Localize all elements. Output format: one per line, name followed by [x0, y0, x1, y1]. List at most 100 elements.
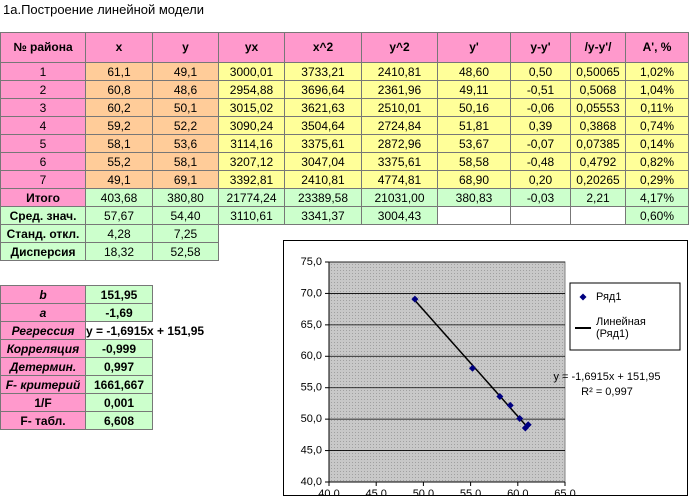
cell: 0,20265 — [570, 170, 626, 189]
cell: -0,51 — [510, 80, 571, 99]
cell: x — [85, 32, 153, 63]
x-tick-label: 55,0 — [460, 488, 481, 496]
cell: 0,39 — [510, 116, 571, 135]
header-row: № района x y yx x^2 y^2 y' y-y'/y-y'/A', % — [0, 32, 689, 63]
cell: 2872,96 — [361, 134, 438, 153]
cell: 1661,667 — [85, 375, 153, 394]
cell: 0,997 — [85, 357, 153, 376]
row: 4 59,2 52,2 3090,24 3504,64 2724,84 51,81 0,39 0… — [0, 116, 689, 135]
cell: -0,07 — [510, 134, 571, 153]
stat-row: F- табл. 6,608 — [0, 411, 153, 430]
cell: -0,999 — [85, 339, 153, 358]
cell: 3047,04 — [284, 152, 362, 171]
cell: -0,03 — [510, 188, 571, 207]
stat-row: b 151,95 — [0, 285, 153, 304]
point — [506, 401, 514, 409]
point — [411, 295, 419, 303]
y-tick-label: 70,0 — [301, 287, 322, 299]
cell: 50,16 — [437, 98, 511, 117]
cell: -0,06 — [510, 98, 571, 117]
x-tick-label: 60,0 — [507, 488, 528, 496]
cell: 0,82% — [625, 152, 689, 171]
cell: 1,04% — [625, 80, 689, 99]
cell: 7 — [0, 170, 86, 189]
cell: Дисперсия — [0, 242, 86, 261]
stats-table: b 151,95 a -1,69 Регрессия y = -1,6915x + 151… — [0, 285, 204, 430]
cell: Корреляция — [0, 339, 86, 358]
legend-label: Ряд1 — [596, 291, 621, 303]
x-tick-label: 40,0 — [318, 488, 339, 496]
cell: F- табл. — [0, 411, 86, 430]
legend-label: Линейная (Ряд1) — [596, 316, 649, 340]
cell: 2724,84 — [361, 116, 438, 135]
cell: 2410,81 — [361, 62, 438, 81]
cell: b — [0, 285, 86, 304]
row: 7 49,1 69,1 3392,81 2410,81 4774,81 68,90 0,20 0… — [0, 170, 689, 189]
cell: 3392,81 — [218, 170, 285, 189]
cell: 1 — [0, 62, 86, 81]
cell: 5 — [0, 134, 86, 153]
cell: 3733,21 — [284, 62, 362, 81]
data-table: № района x y yx x^2 y^2 y' y-y'/y-y'/A', % 1 61,1… — [0, 32, 689, 261]
cell: 50,1 — [152, 98, 219, 117]
cell: 151,95 — [85, 285, 153, 304]
cell: 48,6 — [152, 80, 219, 99]
x-tick-label: 50,0 — [413, 488, 434, 496]
cell: 58,1 — [85, 134, 153, 153]
cell: 57,67 — [85, 206, 153, 225]
cell: 2,21 — [570, 188, 626, 207]
cell: 59,2 — [85, 116, 153, 135]
sheet-title: 1а.Построение линейной модели — [3, 2, 204, 17]
cell: 3 — [0, 98, 86, 117]
cell: 0,14% — [625, 134, 689, 153]
stat-row: 1/F 0,001 — [0, 393, 153, 412]
cell: 0,29% — [625, 170, 689, 189]
cell: 0,4792 — [570, 152, 626, 171]
trendline-r2: R² = 0,997 — [581, 386, 633, 398]
cell: 0,50065 — [570, 62, 626, 81]
cell: 0,74% — [625, 116, 689, 135]
cell: 0,3868 — [570, 116, 626, 135]
cell: 3015,02 — [218, 98, 285, 117]
point — [496, 393, 504, 401]
cell: x^2 — [284, 32, 362, 63]
cell — [437, 206, 511, 225]
cell: 0,07385 — [570, 134, 626, 153]
cell: 54,40 — [152, 206, 219, 225]
cell: 3375,61 — [284, 134, 362, 153]
cell: 49,11 — [437, 80, 511, 99]
cell: 52,2 — [152, 116, 219, 135]
cell: 51,81 — [437, 116, 511, 135]
cell: 53,6 — [152, 134, 219, 153]
cell: 3375,61 — [361, 152, 438, 171]
cell: yx — [218, 32, 285, 63]
point — [468, 364, 476, 372]
cell — [625, 224, 689, 243]
cell — [510, 224, 571, 243]
stat-row: F- критерий 1661,667 — [0, 375, 153, 394]
row: 3 60,2 50,1 3015,02 3621,63 2510,01 50,16 -0,06… — [0, 98, 689, 117]
y-tick-label: 45,0 — [301, 444, 322, 456]
legend-marker — [579, 293, 587, 301]
cell: 60,2 — [85, 98, 153, 117]
stat-row: a -1,69 — [0, 303, 153, 322]
y-tick-label: 55,0 — [301, 382, 322, 394]
cell: Детермин. — [0, 357, 86, 376]
cell: 3114,16 — [218, 134, 285, 153]
cell: y — [152, 32, 219, 63]
cell: 60,8 — [85, 80, 153, 99]
cell: 2361,96 — [361, 80, 438, 99]
cell: 0,50 — [510, 62, 571, 81]
stat-row: Регрессия y = -1,6915x + 151,95 — [0, 321, 204, 340]
cell: 7,25 — [152, 224, 219, 243]
cell: 1/F — [0, 393, 86, 412]
cell: -1,69 — [85, 303, 153, 322]
row: 2 60,8 48,6 2954,88 3696,64 2361,96 49,11 -0,51… — [0, 80, 689, 99]
row: Сред. знач. 57,67 54,40 3110,61 3341,37 3004,… — [0, 206, 689, 225]
cell: 403,68 — [85, 188, 153, 207]
cell: 380,80 — [152, 188, 219, 207]
cell: 52,58 — [152, 242, 219, 261]
cell: 0,60% — [625, 206, 689, 225]
cell: 3621,63 — [284, 98, 362, 117]
